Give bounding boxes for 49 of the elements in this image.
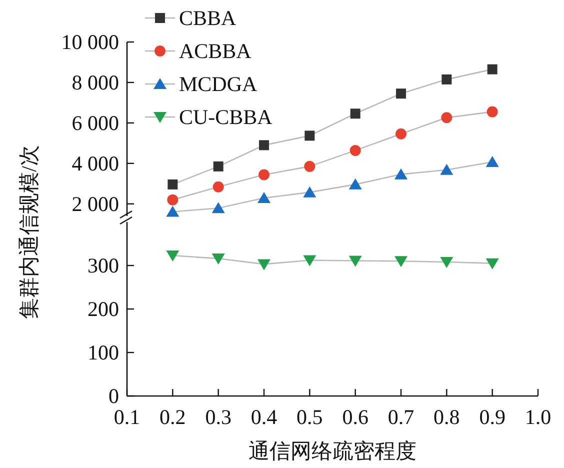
point (348, 178, 362, 190)
y-tick-label: 0 (108, 384, 119, 408)
point (487, 64, 498, 74)
y-tick-label: 100 (88, 340, 119, 364)
y-tick-label: 6 000 (72, 110, 119, 135)
point (303, 186, 316, 198)
x-tick-label: 0.7 (388, 405, 414, 429)
point (212, 202, 225, 214)
x-tick-label: 0.5 (296, 405, 323, 429)
x-tick-label: 0.8 (434, 405, 460, 429)
point (304, 130, 315, 141)
point (486, 156, 499, 167)
point (396, 88, 406, 99)
point (396, 128, 406, 140)
legend-label: CBBA (179, 6, 238, 30)
point (441, 112, 452, 124)
point (394, 168, 408, 180)
point (213, 161, 224, 172)
x-tick-label: 0.6 (342, 405, 368, 429)
x-axis-title: 通信网络疏密程度 (248, 439, 416, 463)
y-tick-label: 200 (88, 297, 119, 321)
point (166, 206, 180, 217)
point (212, 181, 224, 192)
point (442, 74, 452, 84)
y-tick-label: 4 000 (72, 151, 119, 176)
point (259, 140, 269, 150)
x-tick-label: 0.2 (160, 405, 186, 429)
x-tick-label: 0.9 (479, 405, 506, 429)
x-tick-label: 1.0 (524, 405, 552, 429)
point (440, 164, 454, 175)
point (350, 144, 361, 156)
x-tick-label: 0.3 (205, 405, 232, 429)
y-tick-label: 8 000 (72, 70, 119, 94)
y-axis-title: 集群内通信规模/次 (17, 145, 41, 319)
legend-label: CU-CBBA (179, 105, 274, 129)
y-tick-label: 2 000 (72, 192, 119, 216)
x-tick-label: 0.4 (250, 405, 278, 429)
point (168, 179, 178, 190)
point (167, 194, 178, 206)
point (304, 160, 316, 172)
y-tick-label: 10 000 (61, 30, 119, 54)
y-tick-label: 300 (88, 254, 119, 278)
point (258, 192, 270, 203)
x-tick-label: 0.1 (114, 405, 140, 429)
point (486, 106, 498, 118)
legend-label: ACBBA (179, 39, 252, 63)
point (350, 108, 360, 119)
point (258, 169, 270, 180)
legend-label: MCDGA (179, 72, 258, 96)
